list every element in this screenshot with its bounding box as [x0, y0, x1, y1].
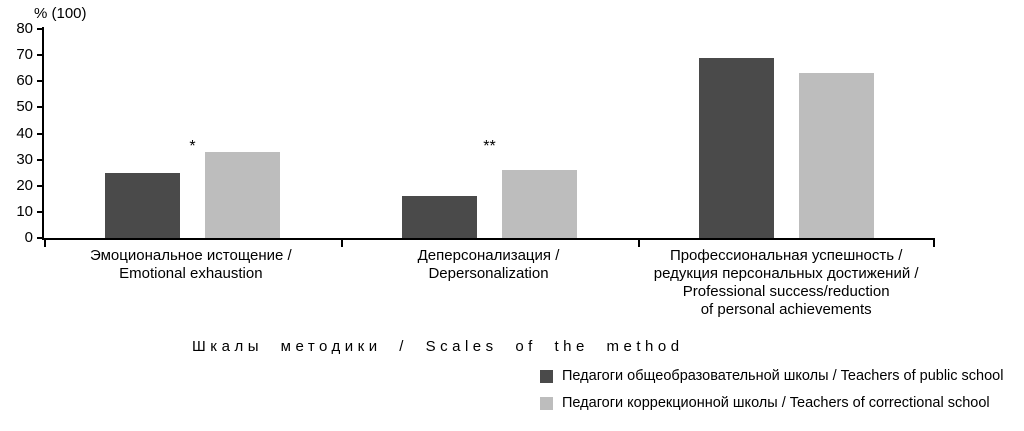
y-tick-label: 60: [16, 72, 33, 90]
bar: [502, 170, 577, 238]
bar: [105, 172, 180, 238]
y-tick-label: 10: [16, 202, 33, 220]
y-tick-mark: [37, 28, 44, 30]
y-tick-mark: [37, 184, 44, 187]
y-tick-mark: [37, 132, 44, 135]
bar-group: [638, 27, 935, 238]
y-tick-label: 20: [16, 176, 33, 194]
bar: [402, 196, 477, 238]
x-category-label: Профессиональная успешность / редукция п…: [653, 247, 919, 318]
bar: [699, 57, 774, 238]
x-tick-mark: [933, 240, 935, 247]
legend: Педагоги общеобразовательной школы / Tea…: [540, 368, 1003, 422]
x-axis-category-labels: Эмоциональное истощение / Emotional exha…: [42, 247, 935, 319]
bar: [799, 73, 874, 238]
y-tick-label: 40: [16, 124, 33, 142]
y-tick-mark: [37, 158, 44, 161]
significance-marker: **: [483, 138, 496, 156]
x-category-label: Деперсонализация / Depersonalization: [417, 247, 560, 282]
bar-group: *: [44, 27, 341, 238]
y-tick-mark: [37, 237, 44, 239]
y-tick-label: 30: [16, 150, 33, 168]
legend-item: Педагоги коррекционной школы / Teachers …: [540, 395, 1003, 411]
x-tick-mark: [340, 240, 343, 247]
x-category-label: Эмоциональное истощение / Emotional exha…: [89, 247, 292, 282]
legend-swatch: [540, 396, 553, 410]
y-tick-label: 80: [16, 20, 33, 37]
y-tick-mark: [37, 80, 44, 83]
x-axis-title: Шкалы методики / Scales of the method: [192, 338, 684, 355]
significance-marker: *: [189, 138, 196, 156]
bar: [205, 151, 280, 238]
legend-item: Педагоги общеобразовательной школы / Tea…: [540, 368, 1003, 384]
y-tick-label: 70: [16, 46, 33, 64]
y-tick-label: 0: [24, 229, 33, 246]
legend-label: Педагоги общеобразовательной школы / Tea…: [562, 368, 1004, 384]
y-tick-mark: [37, 210, 44, 213]
plot-area: 0 10 20 30 40 50 60 70 80 * **: [16, 20, 935, 247]
bars-container: * **: [44, 27, 935, 238]
y-axis-title: % (100): [34, 5, 87, 22]
y-tick-mark: [37, 106, 44, 109]
y-tick-mark: [37, 54, 44, 57]
bar-group: **: [341, 27, 638, 238]
legend-label: Педагоги коррекционной школы / Teachers …: [562, 395, 990, 411]
legend-swatch: [540, 369, 553, 383]
y-tick-label: 50: [16, 98, 33, 116]
x-tick-mark: [637, 240, 640, 247]
x-tick-mark: [44, 240, 46, 247]
